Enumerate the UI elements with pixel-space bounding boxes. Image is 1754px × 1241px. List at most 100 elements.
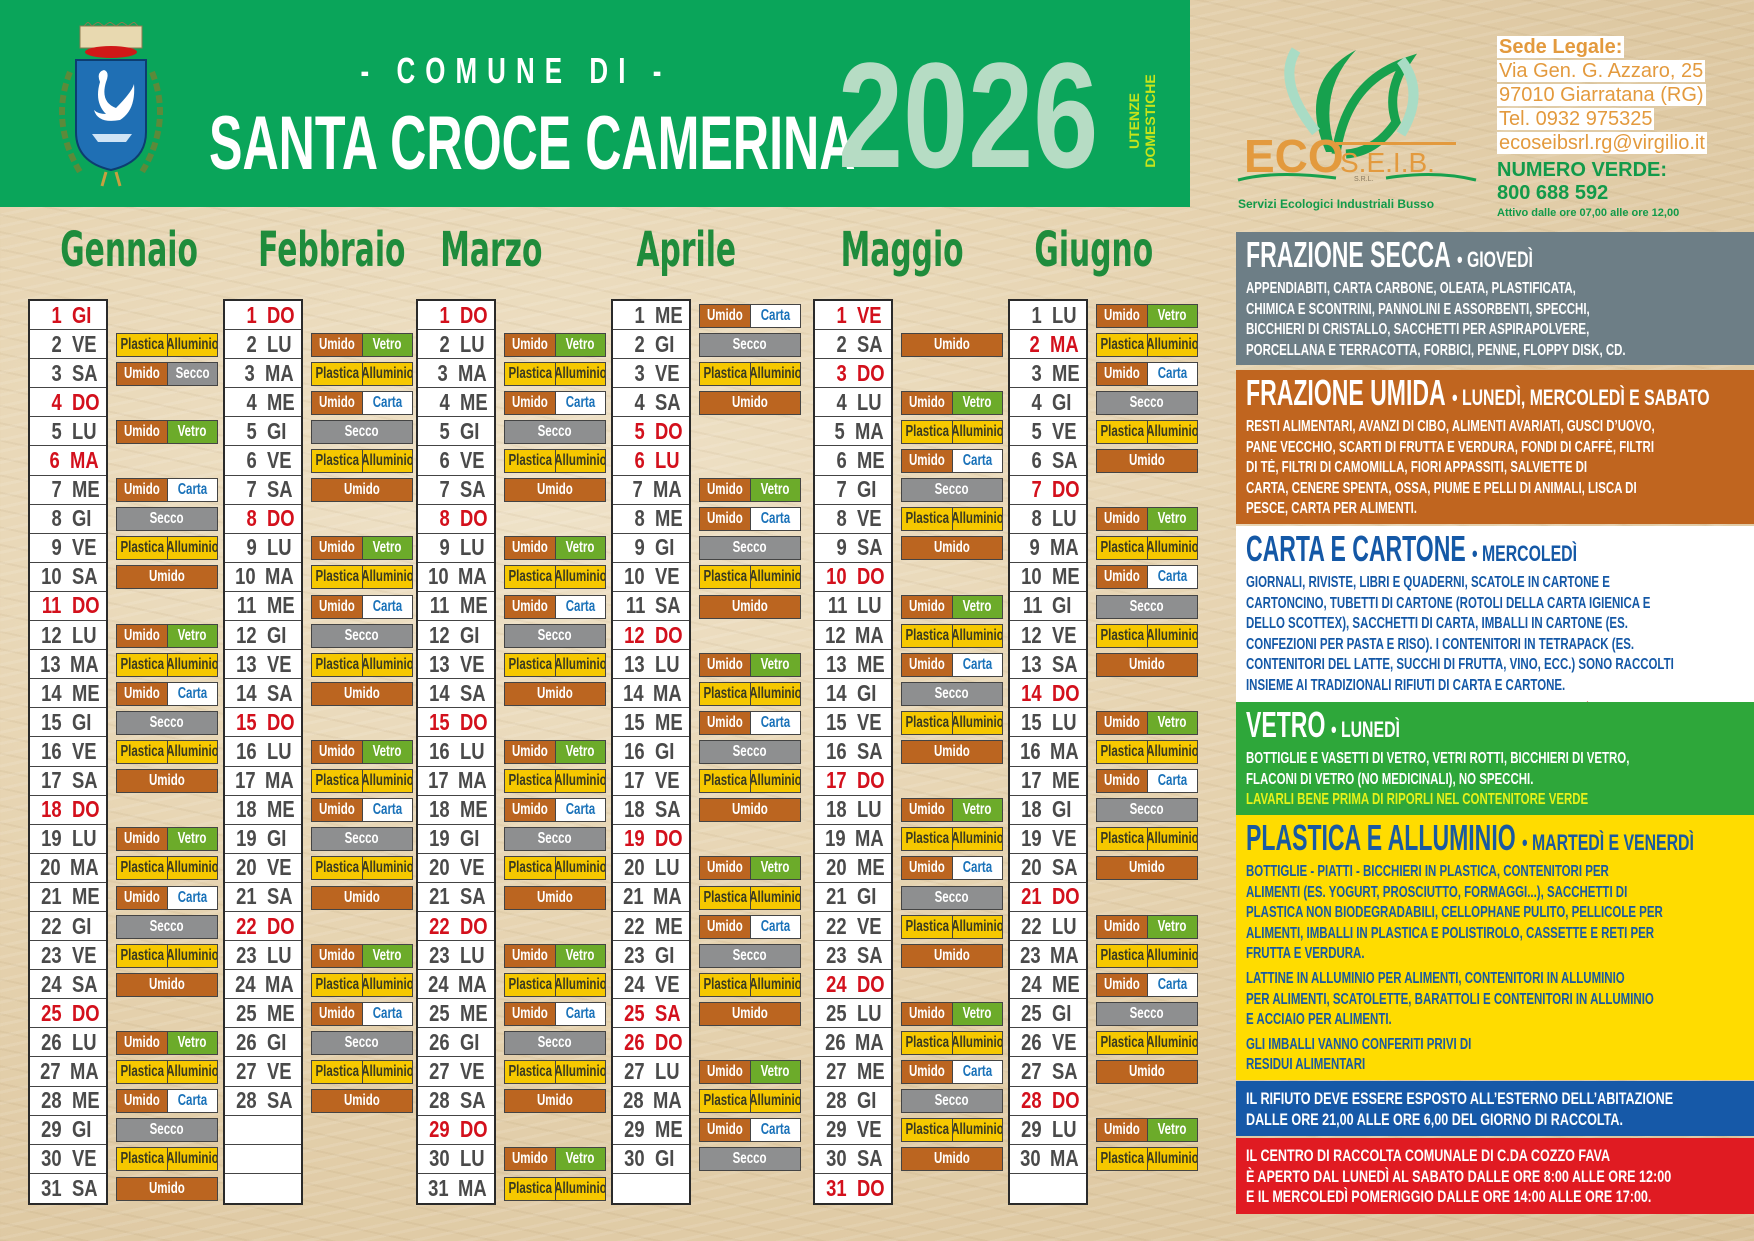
day-number: 7 — [815, 476, 847, 503]
collection-tags: Plastica Alluminio — [504, 856, 606, 881]
day-number-text: 21 — [236, 883, 257, 910]
tag-label: Carta — [962, 859, 992, 877]
day-column-aprile: 1 ME 2 GI 3 VE 4 SA 5 DO 6 LU 7 MA 8 ME 9 GI 10 VE 11 SA 12 DO 1… — [611, 299, 691, 1205]
weekday-text: SA — [857, 1145, 883, 1172]
day-number-text: 14 — [429, 679, 450, 706]
day-cell: 7 SA — [418, 476, 494, 505]
panel-line-text: FLACONI DI VETRO (NO MEDICINALI), NO SPE… — [1246, 770, 1534, 788]
tag-umido: Umido — [117, 1177, 217, 1200]
day-number-text: 13 — [1021, 650, 1042, 677]
tag-label: Plastica — [1099, 422, 1144, 440]
day-cell: 23 VE — [30, 941, 106, 971]
tag-label: Umido — [706, 713, 743, 731]
day-number: 8 — [1010, 505, 1042, 532]
tag-alluminio: Alluminio — [554, 857, 605, 880]
collection-tags: Plastica Alluminio — [311, 449, 413, 473]
month-title-marzo: Marzo — [406, 222, 576, 278]
tag-carta: Carta — [1146, 973, 1197, 996]
tag-plastica: Plastica — [117, 537, 167, 560]
day-number-text: 27 — [826, 1057, 847, 1084]
day-cell: 23 GI — [613, 941, 689, 971]
day-number: 13 — [613, 651, 645, 678]
collection-tags: Umido Vetro — [504, 740, 606, 764]
tag-label: Umido — [149, 1179, 185, 1197]
day-number-text: 26 — [1021, 1028, 1042, 1055]
notice-line-text: È APERTO DAL LUNEDÌ AL SABATO DALLE ORE … — [1246, 1166, 1672, 1186]
weekday-text: LU — [655, 854, 680, 881]
month-name: Febbraio — [258, 222, 406, 278]
weekday: ME — [267, 389, 302, 416]
tag-label: Vetro — [760, 481, 790, 499]
tag-label: Plastica — [702, 1092, 747, 1110]
collection-tags: Umido Vetro — [1096, 710, 1198, 735]
tag-label: Umido — [1103, 364, 1140, 382]
weekday: MA — [855, 418, 891, 445]
weekday-text: GI — [460, 1028, 480, 1055]
tag-umido: Umido — [117, 566, 217, 589]
weekday-text: GI — [267, 1028, 287, 1055]
tag-label: Umido — [123, 364, 160, 382]
tag-label: Umido — [123, 626, 160, 644]
tag-label: Alluminio — [951, 626, 1002, 644]
weekday: DO — [655, 825, 690, 852]
day-number-text: 4 — [634, 388, 645, 415]
tag-label: Alluminio — [951, 830, 1002, 848]
day-cell: 5 LU — [30, 417, 106, 447]
day-cell: 16 SA — [815, 737, 891, 767]
tag-plastica: Plastica — [902, 828, 952, 851]
collection-tags: Secco — [116, 507, 218, 532]
weekday: DO — [267, 505, 302, 532]
day-number: 24 — [30, 971, 62, 998]
tag-alluminio: Alluminio — [361, 770, 412, 793]
tag-umido: Umido — [505, 1090, 605, 1113]
weekday: SA — [655, 1000, 687, 1027]
day-number: 11 — [1010, 592, 1042, 619]
collection-tags: Plastica Alluminio — [504, 1176, 606, 1201]
day-number-text: 26 — [41, 1028, 62, 1055]
collection-tags: Umido Vetro — [901, 1001, 1003, 1026]
collection-tags: Secco — [1096, 798, 1198, 823]
tag-alluminio: Alluminio — [749, 362, 800, 385]
day-number-text: 6 — [1031, 447, 1042, 474]
day-cell: 22 VE — [815, 912, 891, 942]
panel-line: PESCE, CARTA PER ALIMENTI. — [1246, 499, 1746, 520]
empty-day-cell — [613, 1174, 689, 1203]
numero-verde[interactable]: 800 688 592 — [1497, 182, 1609, 204]
tag-plastica: Plastica — [117, 741, 167, 763]
month-title-maggio: Maggio — [803, 222, 973, 278]
contact-email[interactable]: ecoseibsrl.rg@virgilio.it — [1497, 132, 1707, 154]
day-number-text: 16 — [41, 737, 62, 764]
weekday-text: VE — [1052, 1028, 1077, 1055]
day-number-text: 1 — [836, 301, 847, 328]
day-number-text: 18 — [41, 796, 62, 823]
day-cell: 4 GI — [1010, 388, 1086, 418]
notice-line: E IL MERCOLEDÌ POMERIGGIO DALLE ORE 14:0… — [1246, 1187, 1744, 1208]
weekday-text: SA — [460, 679, 486, 706]
tag-carta: Carta — [749, 1119, 800, 1142]
collection-tags: Umido Vetro — [311, 740, 413, 764]
tag-secco: Secco — [117, 711, 217, 734]
collection-tags: Umido Carta — [116, 885, 218, 910]
weekday-text: GI — [857, 883, 877, 910]
weekday-text: LU — [72, 825, 97, 852]
collection-tags: Umido Carta — [1096, 972, 1198, 997]
weekday-text: VE — [857, 912, 882, 939]
tag-label: Umido — [908, 801, 945, 819]
day-number-text: 19 — [429, 825, 450, 852]
day-cell: 6 MA — [30, 446, 106, 476]
notice-line: IL CENTRO DI RACCOLTA COMUNALE DI C.DA C… — [1246, 1146, 1744, 1167]
tag-label: Vetro — [565, 539, 595, 557]
tag-label: Carta — [760, 510, 790, 528]
weekday: SA — [460, 883, 492, 910]
collection-tags: Plastica Alluminio — [311, 652, 413, 677]
tag-alluminio: Alluminio — [951, 711, 1002, 734]
day-cell: 1 DO — [418, 301, 494, 331]
tag-label: Alluminio — [166, 335, 217, 353]
day-cell: 18 SA — [613, 796, 689, 825]
day-cell: 27 ME — [815, 1057, 891, 1087]
day-number: 14 — [30, 680, 61, 707]
weekday: VE — [460, 447, 491, 474]
tag-label: Umido — [123, 422, 160, 440]
weekday: LU — [857, 389, 888, 416]
tag-label: Plastica — [507, 975, 552, 993]
